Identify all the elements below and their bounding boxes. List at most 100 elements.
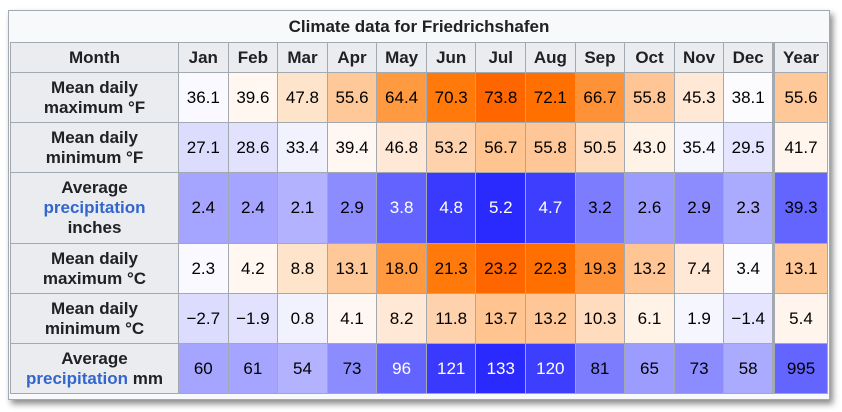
row-label-line2: mm	[132, 368, 163, 388]
precipitation-link[interactable]: precipitation	[43, 198, 146, 217]
row-label: Mean daily minimum °C	[10, 293, 179, 344]
data-cell: 3.2	[574, 172, 626, 244]
data-cell: 65	[624, 343, 675, 394]
data-cell: 29.5	[723, 122, 774, 173]
row-label-line1: Average	[61, 348, 128, 368]
data-cell: 10.3	[574, 293, 626, 344]
table-row: Average precipitation inches 2.4 2.4 2.1 2.…	[10, 172, 828, 244]
data-cell: −2.7	[178, 293, 229, 344]
row-label-line1: Mean daily	[51, 77, 138, 97]
data-cell: 5.4	[772, 293, 828, 344]
month-header-apr: Apr	[326, 42, 378, 73]
data-cell: 5.2	[475, 172, 527, 244]
data-cell: 2.3	[723, 172, 774, 244]
data-cell: 11.8	[425, 293, 477, 344]
climate-table: Climate data for Friedrichshafen Month J…	[10, 12, 828, 394]
data-cell: 6.1	[624, 293, 675, 344]
row-label-line1: Mean daily	[51, 248, 138, 268]
data-cell: 3.8	[376, 172, 427, 244]
month-header-nov: Nov	[673, 42, 725, 73]
data-cell: 22.3	[525, 243, 576, 294]
data-cell: 81	[574, 343, 626, 394]
data-cell: 66.7	[574, 72, 626, 123]
data-cell: 995	[772, 343, 828, 394]
row-label: Average precipitation inches	[10, 172, 179, 244]
data-cell: 21.3	[425, 243, 477, 294]
data-cell: 33.4	[277, 122, 328, 173]
table-caption: Climate data for Friedrichshafen	[288, 17, 550, 36]
row-label-line2: minimum °C	[44, 318, 145, 338]
data-cell: 39.6	[227, 72, 279, 123]
data-cell: 28.6	[227, 122, 279, 173]
data-cell: 46.8	[376, 122, 427, 173]
month-header-feb: Feb	[227, 42, 279, 73]
data-cell: 96	[376, 343, 427, 394]
month-header-jun: Jun	[425, 42, 477, 73]
data-cell: 3.4	[723, 243, 774, 294]
data-cell: 60	[178, 343, 229, 394]
table-row: Average precipitation mm 60 61 54 73 96 121 13…	[10, 343, 828, 394]
data-cell: 13.2	[624, 243, 675, 294]
data-cell: 133	[475, 343, 527, 394]
data-cell: 121	[425, 343, 477, 394]
table-row: Mean daily minimum °C −2.7 −1.9 0.8 4.1 8.2 1…	[10, 293, 828, 344]
month-header-mar: Mar	[277, 42, 328, 73]
data-cell: 43.0	[624, 122, 675, 173]
data-cell: 45.3	[673, 72, 725, 123]
precipitation-link[interactable]: precipitation	[26, 368, 129, 388]
data-cell: 73	[673, 343, 725, 394]
data-cell: 58	[723, 343, 774, 394]
data-cell: 47.8	[277, 72, 328, 123]
row-label: Mean daily minimum °F	[10, 122, 179, 173]
data-cell: 54	[277, 343, 328, 394]
data-cell: 2.9	[326, 172, 378, 244]
table-row: Mean daily maximum °F 36.1 39.6 47.8 55.6 64…	[10, 72, 828, 123]
data-cell: 4.8	[425, 172, 477, 244]
data-cell: 13.1	[326, 243, 378, 294]
data-cell: 50.5	[574, 122, 626, 173]
header-row: Month Jan Feb Mar Apr May Jun Jul Aug Sep Oct Nov D…	[10, 42, 828, 73]
climate-table-frame: Climate data for Friedrichshafen Month J…	[8, 10, 830, 400]
data-cell: 2.3	[178, 243, 229, 294]
row-label: Mean daily maximum °C	[10, 243, 179, 294]
data-cell: −1.9	[227, 293, 279, 344]
month-header-may: May	[376, 42, 427, 73]
table-row: Mean daily minimum °F 27.1 28.6 33.4 39.4 46…	[10, 122, 828, 173]
row-label-line2: inches	[67, 218, 122, 237]
data-cell: 13.7	[475, 293, 527, 344]
data-cell: 70.3	[425, 72, 477, 123]
data-cell: 2.6	[624, 172, 675, 244]
data-cell: 38.1	[723, 72, 774, 123]
table-row: Mean daily maximum °C 2.3 4.2 8.8 13.1 18.0 2…	[10, 243, 828, 294]
data-cell: 23.2	[475, 243, 527, 294]
data-cell: 7.4	[673, 243, 725, 294]
row-label-line1: Mean daily	[51, 127, 138, 147]
table-body: Mean daily maximum °F 36.1 39.6 47.8 55.6 64…	[10, 72, 828, 394]
data-cell: 61	[227, 343, 279, 394]
data-cell: 39.4	[326, 122, 378, 173]
data-cell: 4.7	[525, 172, 576, 244]
data-cell: 2.4	[227, 172, 279, 244]
month-header-jan: Jan	[178, 42, 229, 73]
month-header-dec: Dec	[723, 42, 774, 73]
data-cell: 8.8	[277, 243, 328, 294]
row-label-line2: maximum °C	[42, 268, 147, 288]
data-cell: 36.1	[178, 72, 229, 123]
data-cell: 39.3	[772, 172, 828, 244]
data-cell: 72.1	[525, 72, 576, 123]
data-cell: 73	[326, 343, 378, 394]
month-header-oct: Oct	[624, 42, 675, 73]
data-cell: 73.8	[475, 72, 527, 123]
data-cell: 2.4	[178, 172, 229, 244]
month-header-jul: Jul	[475, 42, 527, 73]
row-label-line1: Average	[61, 178, 128, 197]
data-cell: 0.8	[277, 293, 328, 344]
data-cell: 41.7	[772, 122, 828, 173]
data-cell: 4.2	[227, 243, 279, 294]
data-cell: 13.2	[525, 293, 576, 344]
data-cell: 56.7	[475, 122, 527, 173]
data-cell: 19.3	[574, 243, 626, 294]
data-cell: 55.6	[326, 72, 378, 123]
data-cell: 2.9	[673, 172, 725, 244]
data-cell: 120	[525, 343, 576, 394]
